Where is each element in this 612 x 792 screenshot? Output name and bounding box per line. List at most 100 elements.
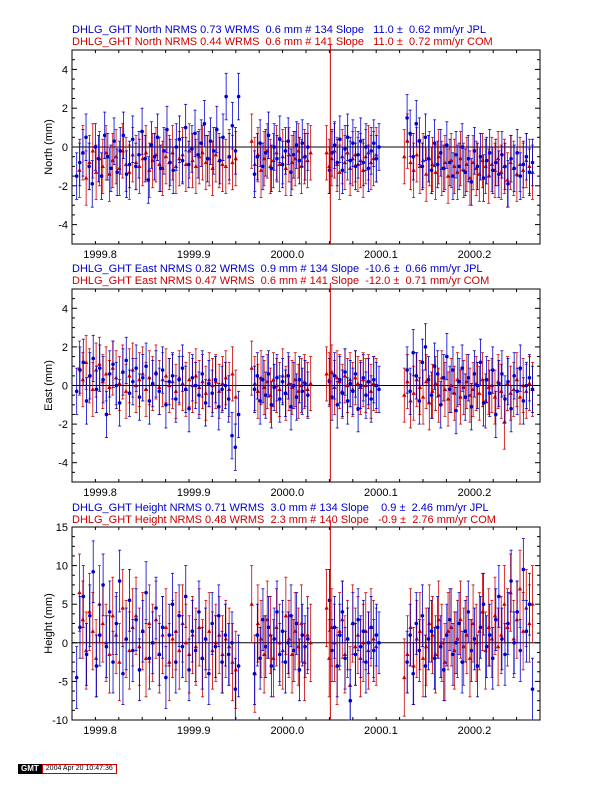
- jpl-point: [91, 356, 96, 361]
- jpl-point: [306, 637, 310, 641]
- jpl-point: [478, 360, 483, 365]
- jpl-point: [335, 664, 340, 668]
- com-point: [261, 651, 267, 656]
- com-point: [514, 617, 520, 622]
- jpl-point: [335, 403, 340, 407]
- com-point: [274, 383, 279, 388]
- jpl-point: [230, 433, 234, 438]
- com-point: [486, 385, 491, 390]
- jpl-point: [187, 406, 191, 411]
- com-point: [230, 659, 235, 664]
- jpl-point: [107, 610, 112, 614]
- gmt-timestamp: GMT 2004 Apr 20 10:47:36: [18, 764, 117, 774]
- jpl-point: [330, 648, 334, 653]
- com-point: [402, 154, 407, 159]
- com-point: [200, 150, 205, 155]
- jpl-point: [127, 391, 132, 396]
- jpl-point: [345, 399, 350, 403]
- com-point: [527, 381, 532, 386]
- com-point: [436, 617, 441, 622]
- com-point: [502, 164, 507, 168]
- jpl-point: [332, 625, 337, 630]
- jpl-point: [174, 145, 179, 149]
- com-point: [308, 150, 313, 155]
- jpl-point: [303, 381, 307, 386]
- com-point: [347, 682, 353, 687]
- x-tick-label: 1999.9: [177, 725, 211, 737]
- com-point: [268, 164, 273, 168]
- com-point: [183, 386, 189, 391]
- jpl-point: [99, 174, 104, 178]
- com-point: [414, 152, 419, 157]
- jpl-point: [294, 143, 299, 147]
- jpl-point: [420, 164, 425, 169]
- com-point: [210, 648, 215, 653]
- com-point: [474, 381, 479, 386]
- com-point: [439, 165, 445, 170]
- com-point: [368, 624, 374, 629]
- com-point: [226, 644, 232, 649]
- com-point: [514, 377, 520, 382]
- com-point: [271, 377, 276, 382]
- com-point: [120, 605, 125, 610]
- jpl-point: [429, 168, 434, 173]
- jpl-point: [144, 590, 148, 595]
- com-point: [230, 371, 235, 376]
- jpl-point: [408, 131, 412, 136]
- jpl-point: [171, 168, 176, 173]
- com-point: [77, 365, 82, 370]
- jpl-point: [497, 594, 501, 599]
- com-point: [477, 171, 482, 176]
- jpl-point: [408, 633, 412, 637]
- jpl-point: [405, 660, 409, 664]
- jpl-point: [227, 154, 232, 159]
- jpl-point: [292, 152, 296, 157]
- jpl-point: [369, 397, 373, 401]
- com-point: [90, 386, 95, 391]
- jpl-point: [137, 668, 142, 672]
- com-point: [499, 388, 504, 393]
- jpl-point: [261, 164, 265, 169]
- jpl-point: [466, 610, 471, 614]
- com-point: [127, 169, 132, 174]
- jpl-point: [275, 610, 279, 614]
- com-point: [143, 150, 149, 155]
- com-point: [97, 601, 102, 606]
- jpl-point: [487, 151, 492, 155]
- jpl-point: [451, 174, 455, 178]
- com-point: [137, 644, 142, 649]
- jpl-point: [364, 393, 368, 397]
- com-point: [423, 644, 429, 649]
- com-point: [283, 613, 289, 618]
- y-tick-label: 4: [62, 64, 68, 76]
- jpl-point: [286, 374, 291, 378]
- com-point: [374, 383, 379, 388]
- jpl-point: [466, 375, 471, 380]
- jpl-point: [266, 372, 271, 376]
- jpl-point: [343, 656, 347, 661]
- com-point: [324, 371, 329, 376]
- com-point: [353, 375, 358, 380]
- jpl-point: [512, 166, 516, 171]
- jpl-point: [438, 403, 443, 407]
- jpl-point: [162, 149, 166, 153]
- com-point: [258, 636, 264, 641]
- com-point: [289, 385, 295, 390]
- y-axis-label: Height (mm): [43, 593, 55, 654]
- com-point: [268, 632, 273, 637]
- com-point: [342, 160, 348, 165]
- jpl-point: [487, 391, 492, 396]
- com-point: [480, 158, 485, 163]
- jpl-point: [203, 401, 208, 405]
- jpl-point: [503, 164, 507, 169]
- com-point: [492, 613, 498, 618]
- com-point: [160, 165, 165, 170]
- com-point: [226, 154, 232, 159]
- com-point: [157, 385, 162, 390]
- com-point: [445, 628, 451, 633]
- jpl-point: [258, 399, 262, 403]
- jpl-point: [506, 379, 510, 384]
- com-point: [123, 636, 129, 641]
- jpl-point: [207, 381, 211, 386]
- jpl-point: [343, 147, 347, 151]
